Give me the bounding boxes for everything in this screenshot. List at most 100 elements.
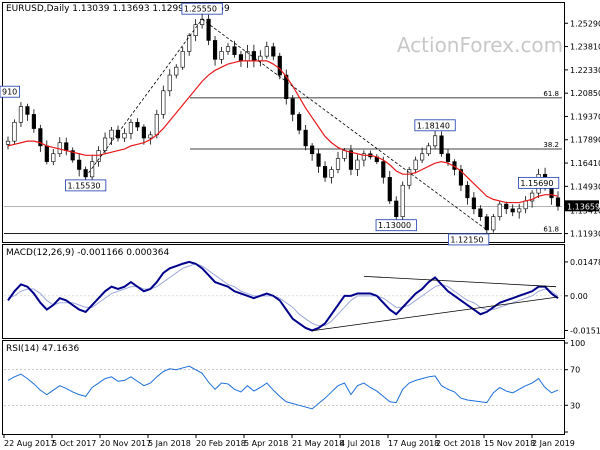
candle-body (141, 126, 146, 139)
time-tick-label: 5 Apr 2018 (244, 439, 288, 448)
candle-body (355, 159, 360, 170)
candle-body (290, 98, 295, 115)
candle-body (206, 18, 211, 41)
candle-body (413, 159, 418, 170)
fib-level-label: 61.8 (543, 90, 559, 98)
candle-body (174, 66, 179, 76)
macd-line (7, 260, 559, 332)
candle-body (225, 46, 231, 52)
candle-body (420, 153, 425, 161)
candle-body (161, 90, 166, 115)
trend-line-down (201, 18, 488, 231)
moving-average (7, 60, 559, 204)
candle-body (381, 161, 386, 178)
candle-body (77, 159, 82, 170)
candle-body (277, 55, 282, 76)
moving-average-line (7, 60, 559, 204)
watermark: ActionForex.com (397, 33, 563, 57)
candle-body (329, 169, 334, 178)
swing-label: 1.15530 (67, 181, 100, 190)
rsi-tick-label: 100 (570, 339, 585, 348)
candle-body (426, 145, 431, 155)
time-tick-label: 5 Jan 2018 (148, 439, 191, 448)
time-tick-label: 4 Jul 2018 (340, 439, 380, 448)
time-tick-label: 20 Nov 2017 (100, 439, 151, 448)
candle-body (70, 150, 75, 161)
fib-level-label: 61.8 (543, 226, 559, 234)
candle-body (361, 153, 366, 161)
time-tick-label: 15 Nov 2018 (484, 439, 535, 448)
candle-body (180, 51, 185, 68)
candle-body (219, 51, 224, 60)
candle-body (90, 161, 95, 178)
candle-body (187, 35, 192, 52)
macd-tick-label: -0.015107 (570, 327, 600, 336)
candle-body (44, 145, 49, 162)
candle-body (432, 135, 438, 147)
time-tick-label: 2 Oct 2018 (436, 439, 480, 448)
candle-body (394, 200, 399, 218)
candle-body (31, 114, 36, 129)
swing-label: 1.15690 (520, 179, 553, 188)
price-tick-label: 1.23810 (570, 43, 600, 52)
candle-body (5, 140, 11, 145)
swing-label-box (65, 179, 107, 192)
macd-tick-label: 0.00 (570, 292, 588, 301)
rsi-plot: 100 70 30 (4, 339, 585, 433)
candle-body (310, 145, 315, 155)
time-tick-label: 17 Aug 2018 (388, 439, 439, 448)
candle-body (232, 46, 237, 55)
candle-body (122, 132, 127, 139)
candle-body (297, 114, 302, 131)
swing-label: 1.18140 (417, 121, 450, 130)
candle-body (439, 135, 444, 155)
macd-support-line (312, 296, 559, 332)
candle-body (64, 142, 69, 151)
candle-body (316, 153, 321, 167)
candle-body (504, 203, 509, 210)
candle-body (258, 55, 263, 62)
candle-body (497, 203, 502, 218)
macd-panel-frame (2, 244, 565, 339)
time-tick-label: 22 Aug 2017 (4, 439, 55, 448)
swing-label-box (0, 85, 21, 98)
candle-body (96, 150, 101, 162)
candle-body (335, 158, 341, 170)
candle-body (128, 121, 134, 134)
candle-body (555, 197, 561, 207)
candle-body (38, 128, 43, 147)
swing-label-box (414, 119, 456, 132)
candle-body (387, 177, 392, 202)
candle-body (102, 137, 108, 151)
price-tick-label: 1.17890 (570, 136, 600, 145)
rsi-panel-frame (2, 340, 565, 435)
rsi-tick-label: 30 (570, 401, 580, 410)
candle-body (517, 208, 522, 213)
time-tick-label: 5 Oct 2017 (52, 439, 96, 448)
candle-body (445, 153, 451, 162)
rsi-tick-label: 70 (570, 366, 580, 375)
price-tick-label: 1.25290 (570, 19, 600, 28)
last-price-label: 1.13659 (567, 202, 600, 211)
macd-title: MACD(12,26,9) -0.001166 0.000364 (6, 248, 169, 258)
fib-level-label: 38.2 (543, 141, 559, 149)
candle-body (154, 114, 159, 136)
candle-body (264, 46, 269, 57)
swing-label: 1.13000 (378, 221, 411, 230)
candle-body (510, 208, 515, 213)
candle-body (471, 197, 476, 210)
swing-label-box (375, 219, 417, 232)
trend-lines (85, 18, 488, 231)
rsi-line (7, 365, 559, 410)
candle-body (135, 121, 140, 128)
candle-body (271, 46, 276, 57)
time-tick-label: 21 May 2018 (292, 439, 344, 448)
price-tick-label: 1.16410 (570, 159, 600, 168)
candle-body (400, 184, 405, 218)
price-tick-label: 1.11930 (570, 230, 600, 239)
candle-body (484, 216, 489, 231)
candle-body (348, 150, 354, 170)
